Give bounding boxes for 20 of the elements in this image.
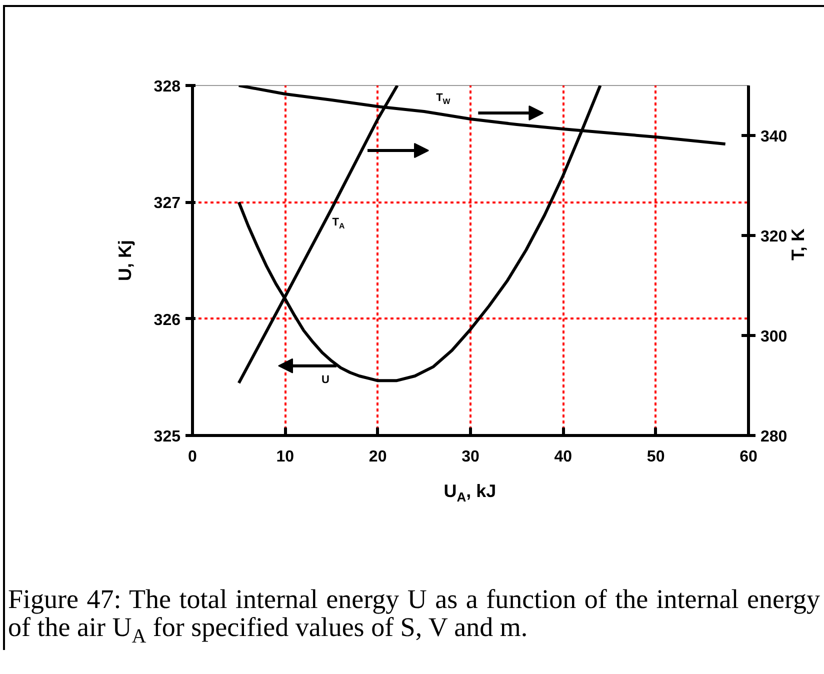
x-tick-label: 50 — [646, 448, 665, 466]
x-tick-label: 0 — [188, 448, 198, 466]
x-tick-label: 20 — [368, 448, 387, 466]
y2-tick-label: 280 — [760, 428, 788, 446]
caption: Figure 47: The total internal energy U as a function of the internal energy of the air U$_{A}$ for specified values of S, V and m. — [8, 584, 820, 650]
x-tick-label: 60 — [740, 448, 758, 466]
y-tick-label: 327 — [154, 195, 181, 212]
y-tick-label: 326 — [154, 312, 181, 329]
x-tick-label: 40 — [554, 448, 572, 466]
y2-tick-label: 340 — [760, 128, 788, 146]
y2-axis-title: T, K — [788, 228, 808, 260]
y2-tick-label: 320 — [760, 228, 788, 246]
x-axis-title: U$_{A}$, kJ — [444, 480, 496, 507]
x-tick-label: 30 — [462, 448, 480, 466]
y2-tick-label: 300 — [760, 328, 788, 346]
series-label: U — [322, 374, 330, 386]
y-axis-title: U, Kj — [114, 240, 135, 281]
x-tick-label: 10 — [276, 448, 294, 466]
y-tick-label: 325 — [154, 428, 181, 446]
y-tick-label: 328 — [154, 78, 181, 96]
